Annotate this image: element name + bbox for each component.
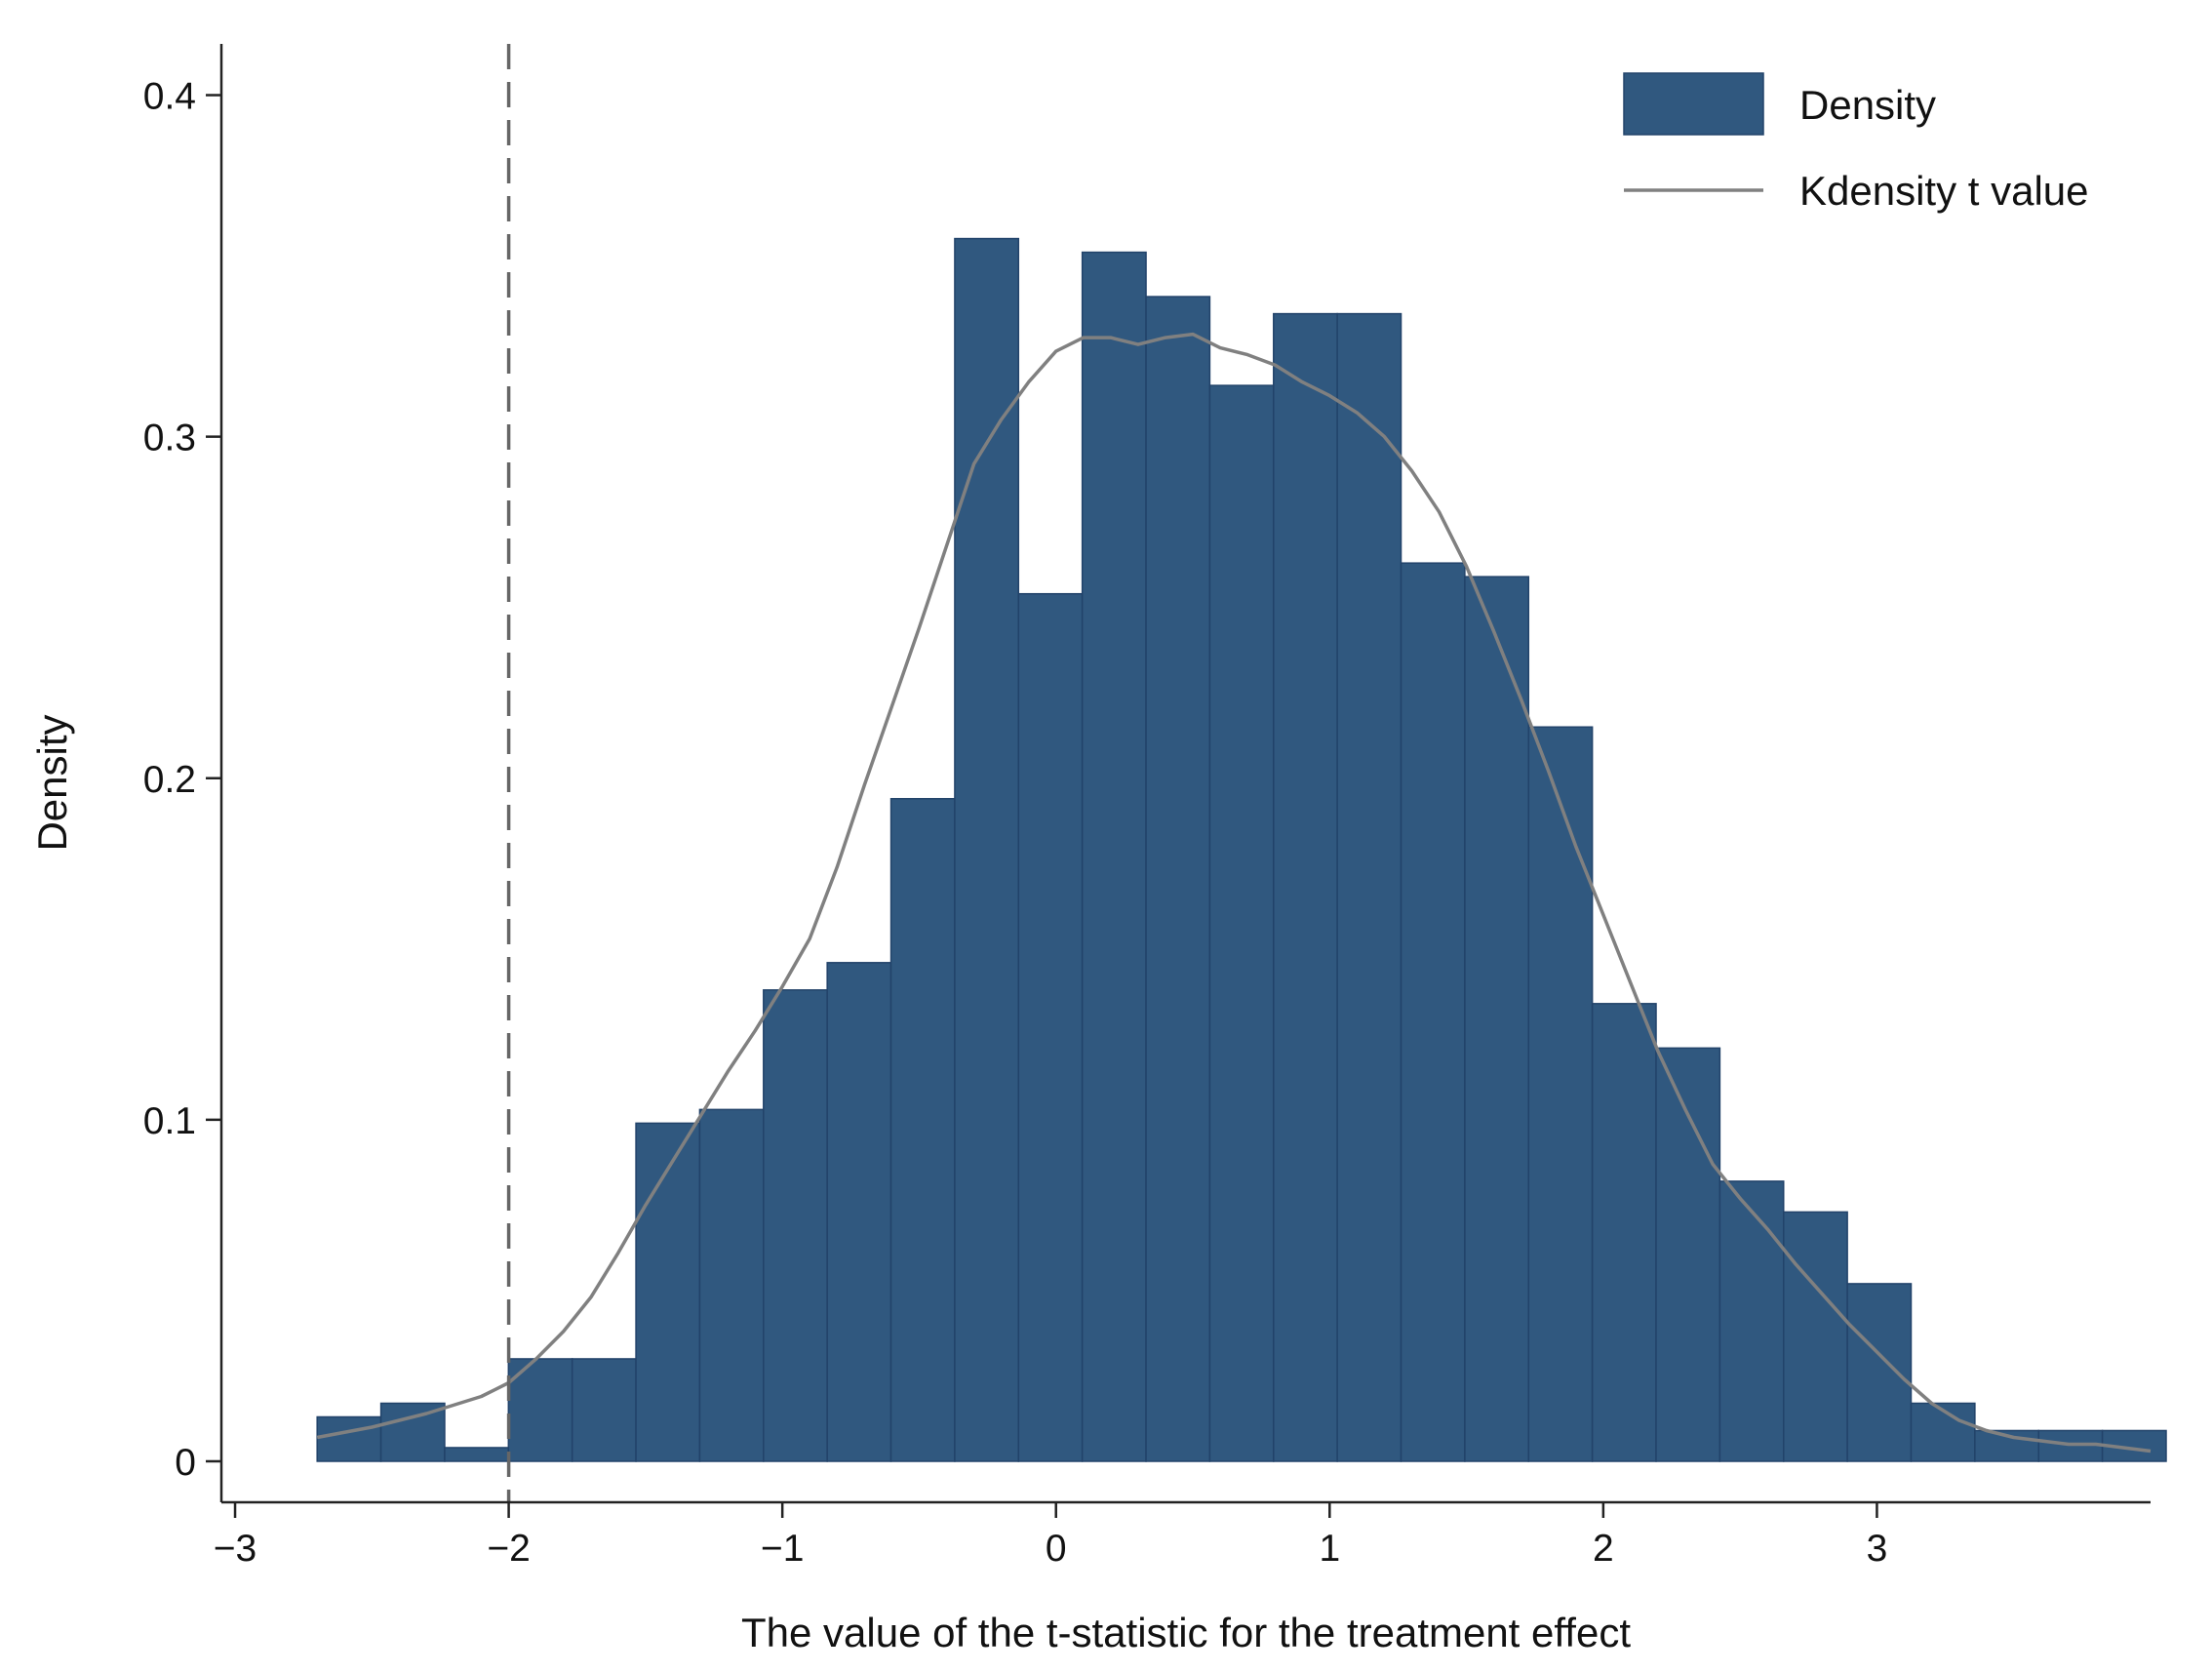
y-tick-label: 0 (175, 1442, 196, 1484)
histogram-bar (954, 237, 1020, 1462)
histogram-bar (1017, 592, 1084, 1462)
kdensity-line (316, 332, 2152, 1454)
histogram-bar (444, 1447, 510, 1462)
x-tick-label: −1 (761, 1528, 804, 1570)
histogram-bar (1464, 576, 1530, 1462)
histogram-bar (1208, 384, 1275, 1462)
x-tick-label: −2 (487, 1528, 530, 1570)
kdensity-layer (316, 332, 2152, 1454)
y-tick-label: 0.2 (143, 759, 196, 801)
histogram-bar (635, 1122, 701, 1462)
histogram-bar (1846, 1283, 1913, 1462)
legend-label-kdensity: Kdensity t value (1799, 168, 2089, 214)
x-tick-label: 2 (1593, 1528, 1614, 1570)
histogram-bar (1400, 562, 1466, 1462)
axes-layer: −3 −2 −1 0 1 2 3 0 0.1 0.2 0.3 0.4 (143, 44, 2151, 1570)
histogram-bar (316, 1415, 382, 1462)
histogram-bar (1145, 296, 1211, 1462)
x-tick-label: 3 (1867, 1528, 1888, 1570)
y-axis-title: Density (29, 714, 75, 851)
histogram-bar (571, 1358, 637, 1462)
legend-swatch-density (1623, 72, 1764, 136)
y-tick-label: 0.3 (143, 418, 196, 459)
x-tick-label: −3 (214, 1528, 257, 1570)
x-axis-title: The value of the t-statistic for the tre… (741, 1610, 1631, 1655)
legend: Density Kdensity t value (1623, 72, 2089, 214)
y-tick-label: 0.4 (143, 76, 196, 118)
legend-label-density: Density (1799, 82, 1936, 128)
x-tick-label: 0 (1046, 1528, 1067, 1570)
bars-layer (316, 237, 2167, 1462)
histogram-bar (826, 962, 892, 1462)
y-tick-label: 0.1 (143, 1100, 196, 1142)
histogram-bar (1336, 312, 1402, 1462)
histogram-bar (889, 798, 956, 1462)
x-tick-label: 1 (1319, 1528, 1340, 1570)
histogram-bar (763, 989, 828, 1462)
histogram-bar (1527, 726, 1594, 1462)
histogram-bar (1591, 1003, 1657, 1462)
histogram-bar (1783, 1211, 1848, 1462)
histogram-bar (1273, 312, 1338, 1462)
histogram-bar (698, 1108, 765, 1462)
histogram-bar (1718, 1180, 1785, 1462)
histogram-bar (1655, 1047, 1721, 1462)
histogram-bar (1081, 251, 1147, 1462)
